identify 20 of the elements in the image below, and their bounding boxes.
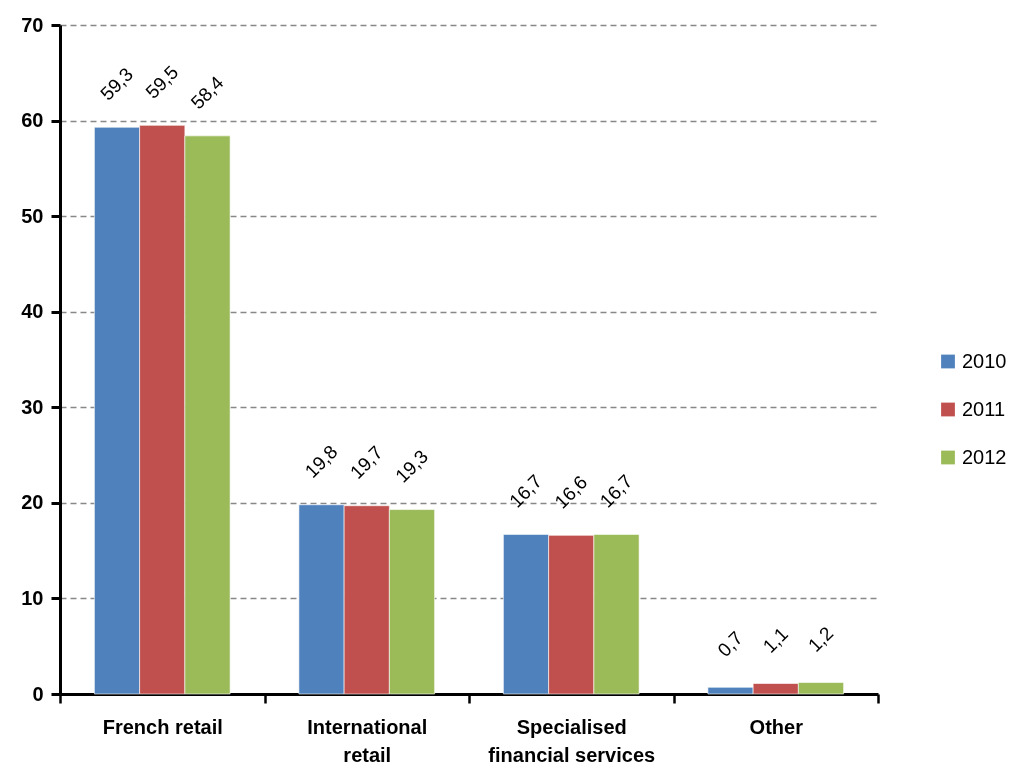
y-tick-label: 0 [32,682,44,705]
y-tick-label: 60 [21,109,44,132]
y-tick-label: 30 [21,395,44,418]
data-label: 59,3 [96,63,138,105]
legend-label: 2012 [962,445,1007,468]
y-tick-label: 10 [21,586,44,609]
x-tick-label: Other [749,715,804,738]
x-tick-label: French retail [102,715,223,738]
data-label: 1,1 [758,623,793,657]
data-label: 0,7 [713,627,747,661]
y-tick-label: 50 [21,204,44,227]
x-tick-label: Specialised financial services [488,715,656,766]
data-label: 1,2 [803,622,838,656]
y-tick-label: 40 [21,300,44,323]
y-tick-label: 70 [21,13,44,36]
y-tick-label: 20 [21,491,44,514]
legend-label: 2011 [962,397,1006,420]
legend-label: 2010 [962,349,1007,372]
x-tick-label: International retail [307,715,428,766]
data-label: 19,8 [300,440,342,482]
